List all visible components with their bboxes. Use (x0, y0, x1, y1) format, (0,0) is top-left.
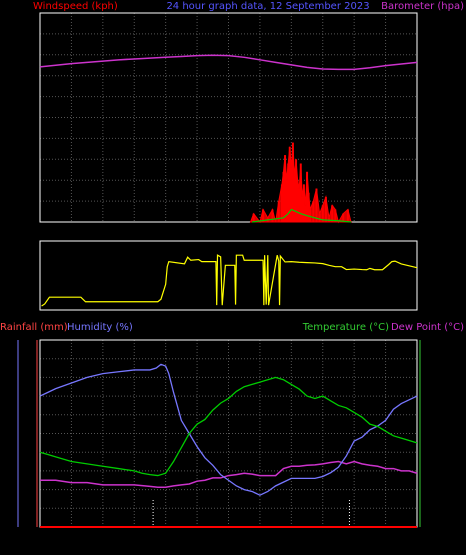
dewpoint-line (40, 460, 418, 489)
wind-direction-panel (39, 240, 418, 311)
barometer-line (39, 54, 418, 71)
humidity-line (39, 363, 418, 496)
temperature-axis-title: Temperature (°C) (302, 322, 389, 333)
direction-panel-border (39, 240, 418, 311)
chart-header-title: 24 hour graph data, 12 September 2023 (166, 1, 369, 12)
dewpoint-axis-title: Dew Point (°C) (391, 322, 464, 333)
windspeed-axis-title: Windspeed (kph) (33, 1, 118, 12)
barometer-axis-title: Barometer (hpa) (381, 1, 464, 12)
wind-direction-line (41, 254, 418, 307)
temperature-humidity-panel (17, 339, 421, 528)
wind-baro-panel (39, 12, 418, 224)
rainfall-axis-title: Rainfall (mm) (0, 322, 68, 333)
humidity-axis-title: Humidity (%) (67, 322, 133, 333)
plot-area-border (39, 12, 418, 223)
gust-line (251, 208, 352, 223)
windspeed-area (249, 142, 352, 224)
temperature-line (39, 376, 418, 477)
